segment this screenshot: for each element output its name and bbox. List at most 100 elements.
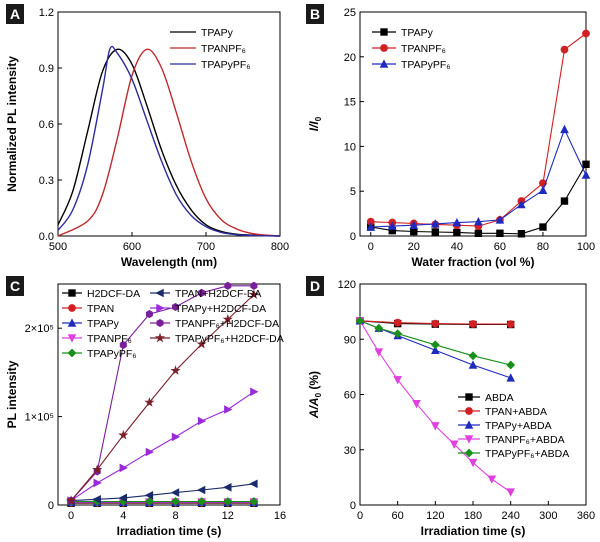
panel-c-label-badge [6, 276, 24, 296]
panel-b-xtick-label: 20 [408, 241, 420, 253]
panel-a-legend-tpanpf-text: TPANPF₆ [201, 43, 246, 55]
panel-c-legend-tpapypf: TPAPyPF₆ [62, 348, 137, 360]
panel-d-point-tpapypf-abda [355, 316, 365, 326]
panel-a-xtick-label: 600 [123, 241, 141, 253]
panel-b-ytick-label: 25 [344, 7, 356, 19]
panel-a-legend-tpapypf: TPAPyPF₆ [170, 59, 251, 71]
panel-d-xtick-label: 300 [539, 510, 557, 522]
panel-d-legend-tpapy-abda-marker [464, 420, 474, 429]
panel-d-point-tpapypf-abda [393, 329, 403, 339]
panel-c-legend-tpan-marker [68, 304, 76, 312]
panel-b-point-tpapy [517, 230, 526, 238]
panel-d-xtick-label: 120 [426, 510, 444, 522]
panel-b-ytick-label: 10 [344, 141, 356, 153]
panel-b-point-tpapy [560, 197, 569, 205]
panel-a-ytick-label: 1.2 [39, 7, 54, 19]
panel-d-xtick-label: 180 [464, 510, 482, 522]
panel-c-point-tpapypf-h2dcf-da [196, 338, 207, 349]
panel-c-legend-tpapy-h2dcf-da-text: TPAPy+H2DCF-DA [175, 303, 266, 315]
panel-b-ytick-label: 5 [350, 186, 356, 198]
panel-d-frame [359, 283, 587, 506]
panel-d-point-tpanpf-abda [374, 348, 384, 357]
panel-b-legend-tpanpf-text: TPANPF₆ [401, 43, 446, 55]
panel-b-frame [359, 11, 587, 237]
panel-c-point-tpanpf-h2dcf-da [224, 281, 232, 290]
panel-b-point-tpapypf [474, 217, 483, 226]
panel-d-xtick-label: 240 [501, 510, 519, 522]
panel-c-point-tpapy-h2dcf-da [224, 405, 233, 414]
panel-d-legend-tpapypf-abda-text: TPAPyPF₆+ABDA [485, 448, 569, 460]
panel-c-point-tpapypf [223, 497, 233, 506]
panel-a-ytick-label: 0.9 [39, 63, 54, 75]
panel-c-legend-tpanpf-h2dcf-da-text: TPANPF₆+H2DCF-DA [175, 318, 279, 330]
panel-b-point-tpapypf [409, 220, 419, 229]
panel-c-point-tpapypf [171, 497, 180, 506]
panel-c-point-tpan-h2dcf-da [118, 493, 127, 503]
panel-c-ytick-label: 2×10⁵ [25, 323, 54, 335]
panel-d-point-tpapypf-abda [430, 340, 440, 350]
panel-c-xtick-label: 0 [68, 510, 74, 522]
panel-c-point-tpapy-h2dcf-da [171, 432, 181, 442]
panel-d-legend-abda: ABDA [458, 392, 514, 404]
panel-c-point-tpapypf-h2dcf-da [144, 397, 155, 407]
panel-d-point-tpanpf-abda [506, 488, 515, 497]
panel-a-legend-tpapy-text: TPAPy [201, 27, 234, 39]
panel-c-legend-tpapy-marker [67, 318, 77, 327]
panel-d-point-tpanpf-abda [449, 440, 459, 449]
panel-d-point-tpapy-abda [506, 373, 515, 382]
panel-c-point-tpapypf-h2dcf-da [222, 314, 233, 324]
panel-b-point-tpapy [496, 229, 504, 238]
panel-c-point-tpan-h2dcf-da [170, 488, 180, 497]
panel-d-point-tpanpf-abda [487, 475, 497, 484]
panel-c-xtick-label: 12 [222, 510, 234, 522]
panel-b-xtick-label: 40 [451, 241, 463, 253]
panel-c-ytick-label: 0 [48, 500, 54, 512]
panel-a-line-tpanpf [57, 48, 281, 237]
panel-c-legend-tpanpf-h2dcf-da-marker [156, 318, 164, 328]
panel-c-legend-tpanpf-text: TPANPF₆ [87, 333, 132, 345]
panel-c-point-tpapypf-h2dcf-da [170, 365, 181, 375]
panel-c-legend-tpan: TPAN [62, 303, 114, 315]
panel-a-line-tpapypf [57, 45, 281, 237]
panel-a-ytick-label: 0.3 [39, 175, 54, 187]
panel-b-point-tpapy [453, 228, 461, 237]
panel-a-xtick-label: 500 [49, 241, 67, 253]
panel-b-label: B [310, 6, 320, 22]
panel-b-point-tpapypf [495, 215, 505, 224]
panel-c-point-tpapypf-h2dcf-da [118, 429, 129, 440]
panel-b-x-axis-label: Water fraction (vol %) [412, 255, 535, 269]
panel-d-ytick-label: 90 [344, 334, 356, 346]
panel-c-legend-tpapy: TPAPy [62, 318, 120, 330]
panel-d-legend-tpan-abda-text: TPAN+ABDA [485, 406, 547, 418]
panel-c-point-tpapypf [144, 497, 154, 506]
panel-c-legend-tpapy-h2dcf-da-marker [156, 303, 165, 313]
panel-a-label-badge [6, 4, 24, 24]
panel-d-xtick-label: 0 [357, 510, 363, 522]
panel-d-legend-tpan-abda: TPAN+ABDA [458, 406, 547, 418]
panel-b-legend-tpapypf-text: TPAPyPF₆ [401, 59, 451, 71]
panel-b-legend-tpanpf: TPANPF₆ [372, 43, 446, 55]
panel-c-point-tpapy-h2dcf-da [197, 416, 207, 426]
panel-d-point-tpapypf-abda [374, 323, 384, 333]
panel-d-x-axis-label: Irradiation time (s) [421, 524, 526, 538]
panel-d-point-tpapy-abda [468, 360, 478, 369]
panel-a-y-axis-label: Normalized PL intensity [5, 56, 19, 192]
panel-a-line-tpapy [57, 48, 281, 237]
panel-d-legend-abda-text: ABDA [485, 392, 514, 404]
panel-c-legend-tpapy-h2dcf-da: TPAPy+H2DCF-DA [150, 303, 266, 315]
panel-d-series-tpapypf-abda [355, 316, 516, 370]
panel-a-frame [57, 11, 281, 237]
panel-c-legend-tpapy-text: TPAPy [87, 318, 120, 330]
panel-d-label: D [310, 278, 320, 294]
panel-b-point-tpapypf [560, 124, 569, 134]
panel-a-legend-tpapy: TPAPy [170, 27, 234, 39]
panel-d-point-tpan-abda [431, 319, 440, 328]
panel-b-point-tpapypf [388, 221, 397, 230]
panel-a-x-axis-label: Wavelength (nm) [121, 255, 217, 269]
panel-c-xtick-label: 16 [274, 510, 286, 522]
panel-b-point-tpapy [410, 227, 418, 236]
panel-b-point-tpapy [431, 228, 440, 236]
panel-d-y-axis-label: A/A0 (%) [307, 371, 323, 419]
panel-b-legend-tpapypf-marker [379, 59, 389, 68]
